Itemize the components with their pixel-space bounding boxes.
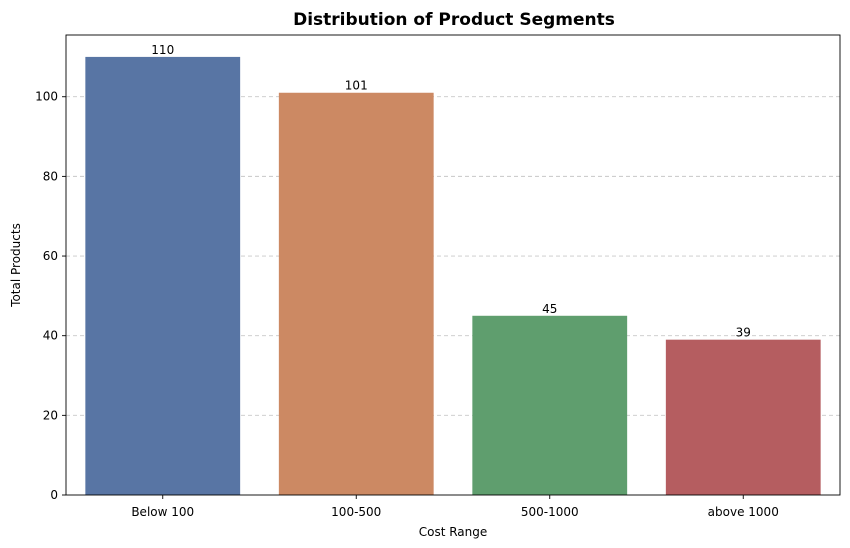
y-tick-label: 20 xyxy=(43,408,58,422)
bar-100-500 xyxy=(278,92,434,496)
y-tick-label: 60 xyxy=(43,249,58,263)
bar-below-100 xyxy=(85,56,241,496)
bar-above-1000 xyxy=(665,339,821,495)
bar-value-label: 110 xyxy=(151,43,174,57)
x-tick-label: 500-1000 xyxy=(521,505,579,519)
x-tick-label: 100-500 xyxy=(331,505,381,519)
bar-value-label: 101 xyxy=(345,79,368,93)
bars xyxy=(85,56,821,496)
y-axis-label: Total Products xyxy=(9,223,23,308)
x-axis-ticks: Below 100 100-500 500-1000 above 1000 xyxy=(131,495,779,519)
y-tick-label: 40 xyxy=(43,329,58,343)
y-tick-label: 100 xyxy=(35,90,58,104)
chart-title: Distribution of Product Segments xyxy=(293,10,615,30)
x-axis-label: Cost Range xyxy=(419,525,488,539)
x-tick-label: Below 100 xyxy=(131,505,194,519)
y-tick-label: 80 xyxy=(43,169,58,183)
bar-value-label: 45 xyxy=(542,302,557,316)
y-axis-ticks: 0 20 40 60 80 100 xyxy=(35,90,66,502)
plot-frame xyxy=(65,34,841,496)
data-labels: 110 101 45 39 xyxy=(151,43,751,340)
bar-value-label: 39 xyxy=(736,326,751,340)
x-tick-label: above 1000 xyxy=(708,505,779,519)
bar-500-1000 xyxy=(472,315,628,495)
y-tick-label: 0 xyxy=(50,488,58,502)
